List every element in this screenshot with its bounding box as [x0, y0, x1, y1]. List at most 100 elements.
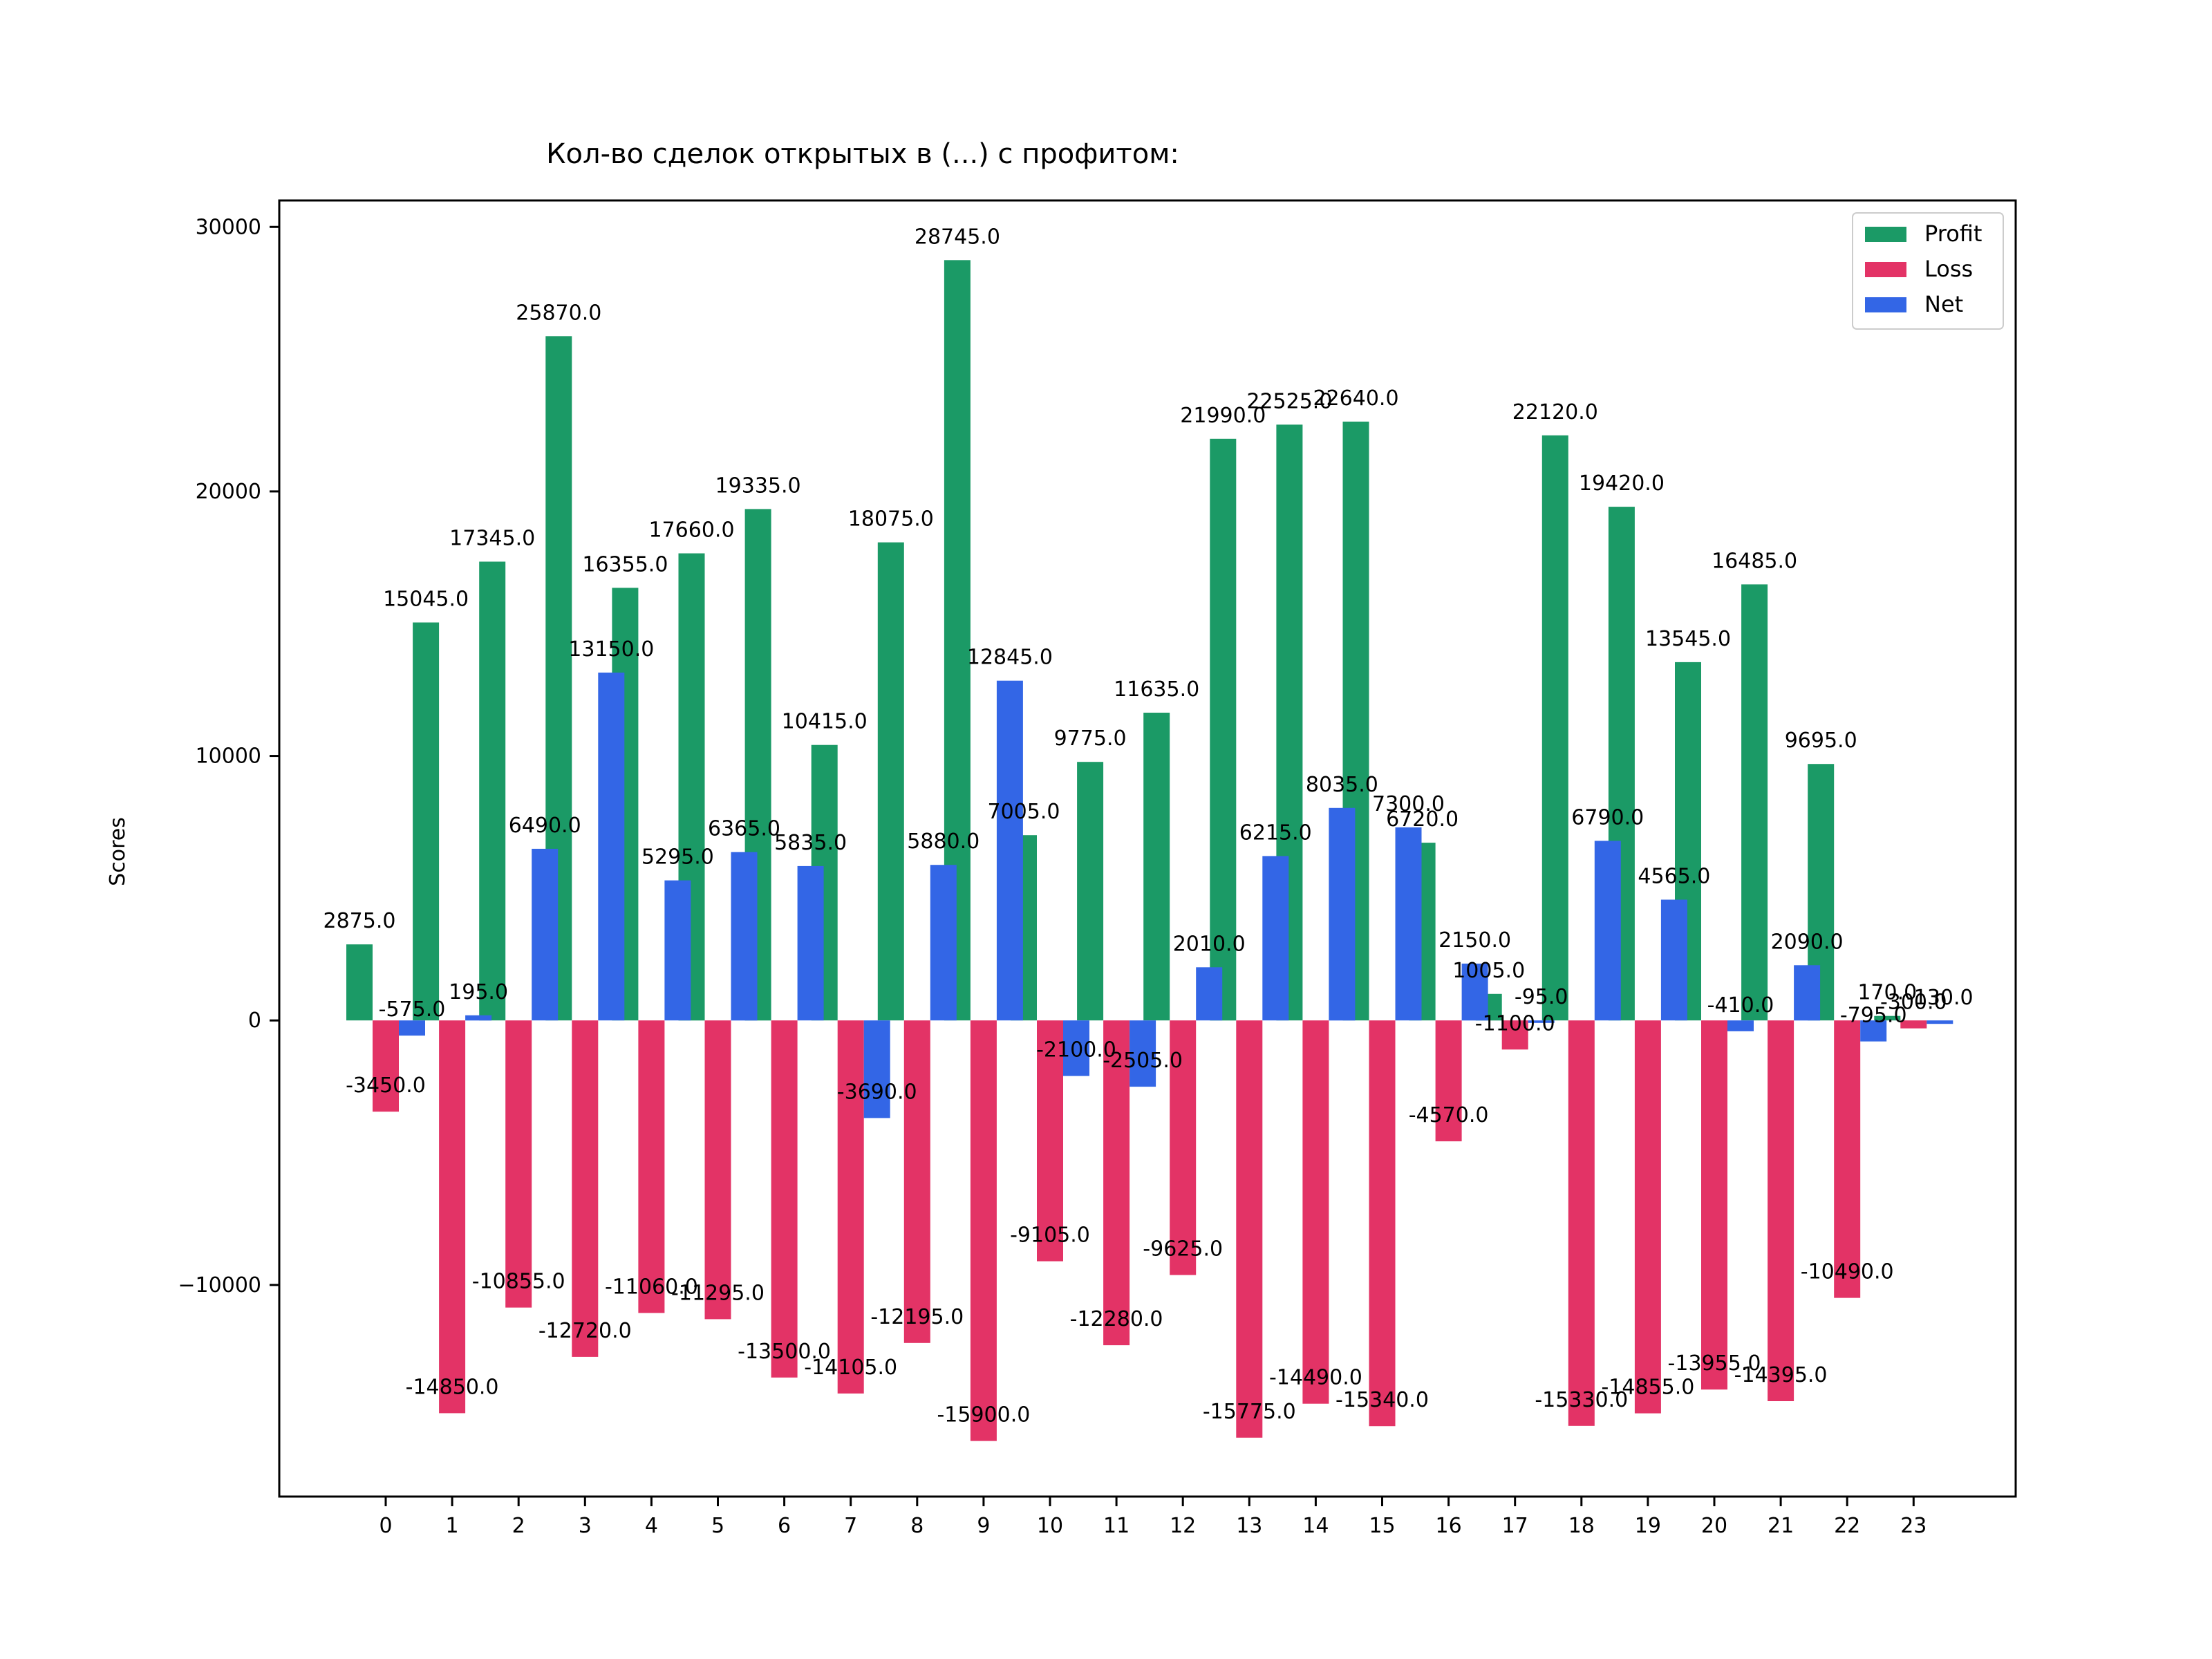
- bar-net-20: [1727, 1020, 1754, 1031]
- data-label-net-14: 8035.0: [1306, 773, 1378, 797]
- data-label-loss-10: -9105.0: [1010, 1224, 1090, 1248]
- x-tick-label: 0: [379, 1514, 392, 1538]
- bar-net-4: [664, 880, 691, 1021]
- data-label-profit-14: 22525.0: [1246, 389, 1332, 413]
- bar-net-9: [996, 680, 1023, 1021]
- bar-loss-6: [771, 1020, 798, 1378]
- x-tick-label: 2: [512, 1514, 525, 1538]
- data-label-net-13: 6215.0: [1239, 821, 1312, 845]
- x-tick-label: 1: [446, 1514, 459, 1538]
- x-tick-label: 7: [844, 1514, 857, 1538]
- data-label-net-16: 2150.0: [1438, 928, 1511, 953]
- x-tick-label: 18: [1568, 1514, 1595, 1538]
- data-label-profit-5: 17660.0: [648, 518, 734, 543]
- bar-net-19: [1660, 899, 1687, 1021]
- plot-frame: [278, 199, 2017, 1498]
- bar-loss-3: [572, 1020, 599, 1357]
- legend-label-profit: Profit: [1924, 221, 1982, 247]
- bar-profit-11: [1077, 762, 1104, 1021]
- x-tick-label: 23: [1900, 1514, 1927, 1538]
- bar-net-8: [930, 865, 957, 1021]
- x-tick-label: 15: [1369, 1514, 1395, 1538]
- bar-net-23: [1927, 1020, 1953, 1024]
- bar-net-14: [1329, 807, 1356, 1021]
- bar-loss-15: [1369, 1020, 1396, 1427]
- data-label-net-22: -795.0: [1840, 1004, 1907, 1028]
- data-label-net-5: 6365.0: [708, 817, 780, 841]
- legend-label-net: Net: [1924, 291, 1963, 317]
- x-tick-label: 19: [1635, 1514, 1661, 1538]
- data-label-loss-9: -15900.0: [937, 1403, 1030, 1427]
- data-label-net-12: 2010.0: [1173, 932, 1246, 956]
- bar-net-17: [1528, 1020, 1555, 1023]
- data-label-loss-12: -9625.0: [1143, 1237, 1223, 1262]
- data-label-loss-5: -11295.0: [671, 1281, 765, 1305]
- data-label-profit-12: 11635.0: [1114, 677, 1199, 702]
- data-label-net-7: -3690.0: [837, 1080, 917, 1104]
- data-label-loss-2: -10855.0: [472, 1270, 565, 1294]
- data-label-loss-4: -11060.0: [605, 1275, 698, 1299]
- bar-loss-0: [373, 1020, 399, 1112]
- bar-net-18: [1594, 841, 1621, 1021]
- bar-net-7: [863, 1020, 890, 1118]
- bar-loss-7: [837, 1020, 864, 1394]
- data-labels-layer: 2875.0 15045.0 17345.0 25870.0 16355.0 17660.…: [324, 225, 1974, 1427]
- data-label-profit-4: 16355.0: [582, 552, 668, 577]
- bar-net-1: [465, 1015, 492, 1021]
- data-label-profit-17: 1005.0: [1452, 959, 1525, 983]
- data-label-profit-23: 170.0: [1857, 981, 1917, 1005]
- data-label-profit-0: 2875.0: [324, 909, 396, 933]
- x-tick-label: 6: [778, 1514, 791, 1538]
- data-label-net-2: 6490.0: [509, 814, 581, 838]
- data-label-profit-2: 17345.0: [449, 527, 535, 551]
- data-label-loss-6: -13500.0: [738, 1340, 831, 1364]
- legend-swatch-loss: [1865, 262, 1906, 277]
- legend-label-loss: Loss: [1924, 256, 1973, 282]
- y-axis-label: Scores: [106, 817, 130, 886]
- bar-profit-12: [1143, 713, 1170, 1021]
- data-label-loss-15: -15340.0: [1335, 1388, 1429, 1412]
- x-tick-label: 16: [1436, 1514, 1462, 1538]
- data-label-profit-9: 28745.0: [915, 225, 1000, 249]
- data-label-net-1: 195.0: [449, 980, 508, 1004]
- data-label-profit-19: 19420.0: [1579, 471, 1665, 496]
- data-label-net-10: -2100.0: [1036, 1038, 1116, 1062]
- data-label-loss-0: -3450.0: [346, 1074, 426, 1098]
- bar-loss-9: [970, 1020, 997, 1441]
- bar-profit-8: [877, 542, 904, 1021]
- bar-net-0: [399, 1020, 425, 1036]
- x-tick-label: 9: [977, 1514, 990, 1538]
- data-label-net-6: 5835.0: [774, 831, 847, 855]
- x-tick-label: 10: [1037, 1514, 1063, 1538]
- bar-net-6: [797, 865, 824, 1021]
- bar-net-3: [598, 673, 625, 1021]
- data-label-net-11: -2505.0: [1103, 1049, 1183, 1073]
- bar-loss-11: [1103, 1020, 1130, 1346]
- data-label-net-3: 13150.0: [568, 637, 654, 662]
- bar-loss-2: [505, 1020, 532, 1308]
- bar-profit-18: [1541, 435, 1568, 1021]
- y-tick-label: 20000: [196, 480, 261, 504]
- bar-loss-14: [1302, 1020, 1329, 1404]
- data-label-profit-10: 7005.0: [988, 800, 1060, 824]
- data-label-loss-17: -1100.0: [1475, 1011, 1555, 1035]
- x-tick-label: 5: [711, 1514, 724, 1538]
- x-tick-label: 3: [579, 1514, 592, 1538]
- data-label-net-9: 12845.0: [967, 646, 1053, 670]
- x-tick-label: 14: [1302, 1514, 1329, 1538]
- data-label-loss-21: -14395.0: [1734, 1363, 1828, 1387]
- bar-loss-13: [1236, 1020, 1263, 1438]
- bar-loss-20: [1701, 1020, 1727, 1390]
- bar-net-16: [1461, 964, 1488, 1021]
- bar-net-10: [1063, 1020, 1089, 1076]
- data-label-loss-20: -13955.0: [1668, 1351, 1761, 1376]
- bars-layer: [346, 260, 1953, 1441]
- data-label-net-4: 5295.0: [641, 845, 714, 870]
- bar-net-15: [1395, 827, 1422, 1021]
- data-label-loss-16: -4570.0: [1409, 1103, 1489, 1127]
- data-label-profit-16: 6720.0: [1386, 807, 1459, 832]
- bar-loss-4: [638, 1020, 665, 1313]
- data-label-net-18: 6790.0: [1571, 805, 1644, 830]
- data-label-net-8: 5880.0: [907, 830, 980, 854]
